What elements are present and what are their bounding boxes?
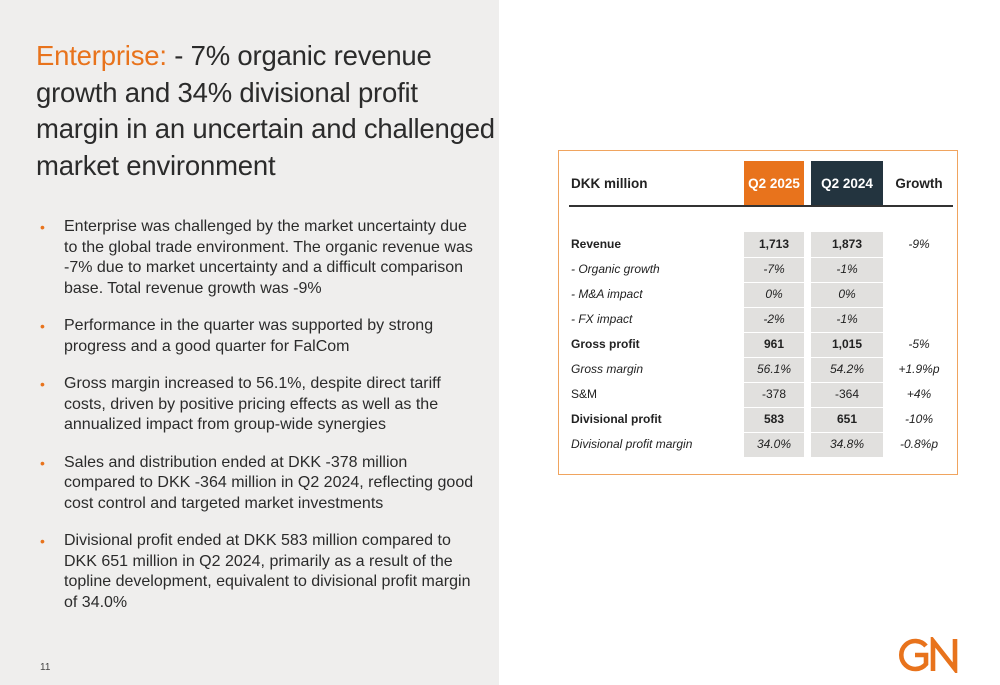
bullet-text: Performance in the quarter was supported…: [64, 317, 434, 355]
header-rule: [569, 205, 953, 207]
bullet-item: • Gross margin increased to 56.1%, despit…: [40, 374, 480, 436]
row-divider: [744, 282, 883, 283]
bullet-marker: •: [40, 318, 45, 334]
bullet-text: Sales and distribution ended at DKK -378…: [64, 453, 474, 512]
table-row: - M&A impact 0% 0%: [559, 282, 959, 307]
table-row: Divisional profit margin 34.0% 34.8% -0.…: [559, 432, 959, 457]
row-divider: [744, 382, 883, 383]
row-divider: [744, 257, 883, 258]
value-growth: [889, 282, 949, 307]
value-q2024: 0%: [838, 287, 856, 301]
table-row: Divisional profit 583 651 -10%: [559, 407, 959, 432]
row-label: Divisional profit: [571, 412, 662, 426]
header-label: DKK million: [571, 176, 648, 191]
table-row: Gross profit 961 1,015 -5%: [559, 332, 959, 357]
row-divider: [744, 332, 883, 333]
bullet-text: Gross margin increased to 56.1%, despite…: [64, 375, 441, 433]
row-divider: [744, 357, 883, 358]
title-accent: Enterprise:: [36, 40, 167, 71]
value-growth: [889, 307, 949, 332]
bullet-item: • Sales and distribution ended at DKK -37…: [40, 453, 480, 515]
row-label: - M&A impact: [571, 287, 643, 301]
gn-logo: [898, 637, 958, 673]
page-title: Enterprise: - 7% organic revenue growth …: [36, 38, 496, 184]
value-q2024: 34.8%: [829, 437, 865, 451]
row-divider: [744, 407, 883, 408]
value-q2024: -1%: [836, 262, 858, 276]
value-growth: -9%: [908, 237, 930, 251]
value-q2025: 56.1%: [756, 362, 792, 376]
financial-table: DKK million Q2 2025 Q2 2024 Growth Reven…: [558, 150, 958, 475]
column-shade-q2024: [811, 232, 883, 457]
row-divider: [744, 307, 883, 308]
value-q2025: 961: [763, 337, 785, 351]
row-label: - Organic growth: [571, 262, 660, 276]
value-q2025: -7%: [763, 262, 785, 276]
bullet-list: • Enterprise was challenged by the market…: [40, 217, 480, 630]
table-row: S&M -378 -364 +4%: [559, 382, 959, 407]
row-label: Gross profit: [571, 337, 640, 351]
header-q2025: Q2 2025: [744, 161, 804, 205]
header-growth: Growth: [895, 176, 943, 191]
bullet-text: Enterprise was challenged by the market …: [64, 218, 473, 297]
table-row: - Organic growth -7% -1%: [559, 257, 959, 282]
row-label: Gross margin: [571, 362, 644, 376]
value-growth: -10%: [904, 412, 933, 426]
bullet-item: • Enterprise was challenged by the market…: [40, 217, 480, 299]
value-q2024: -1%: [836, 312, 858, 326]
title-rest: - 7% organic revenue growth and 34% divi…: [36, 40, 495, 181]
bullet-item: • Divisional profit ended at DKK 583 mill…: [40, 531, 480, 613]
value-q2024: 1,015: [831, 337, 863, 351]
value-growth: [889, 257, 949, 282]
row-label: - FX impact: [571, 312, 633, 326]
value-growth: -5%: [908, 337, 930, 351]
bullet-marker: •: [40, 376, 45, 392]
bullet-item: • Performance in the quarter was supporte…: [40, 316, 480, 357]
page-number: 11: [40, 662, 51, 673]
value-q2024: 54.2%: [829, 362, 865, 376]
table-row: Revenue 1,713 1,873 -9%: [559, 232, 959, 257]
bullet-marker: •: [40, 454, 45, 471]
row-label: S&M: [571, 387, 598, 401]
row-label: Revenue: [571, 237, 622, 251]
value-q2025: -2%: [763, 312, 785, 326]
bullet-marker: •: [40, 219, 45, 235]
value-q2025: -378: [761, 387, 787, 401]
value-q2024: 651: [836, 412, 858, 426]
row-divider: [744, 432, 883, 433]
table-row: - FX impact -2% -1%: [559, 307, 959, 332]
bullet-marker: •: [40, 533, 45, 549]
table-row: Gross margin 56.1% 54.2% +1.9%p: [559, 357, 959, 382]
value-growth: +1.9%p: [898, 362, 940, 376]
row-label: Divisional profit margin: [571, 437, 693, 451]
value-q2025: 0%: [765, 287, 783, 301]
value-q2024: -364: [834, 387, 860, 401]
header-q2024: Q2 2024: [811, 161, 883, 205]
value-q2025: 34.0%: [756, 437, 792, 451]
value-q2025: 583: [763, 412, 785, 426]
value-q2024: 1,873: [831, 237, 863, 251]
column-shade-q2025: [744, 232, 804, 457]
left-panel: Enterprise: - 7% organic revenue growth …: [0, 0, 499, 685]
value-growth: -0.8%p: [899, 437, 939, 451]
value-growth: +4%: [906, 387, 932, 401]
value-q2025: 1,713: [758, 237, 790, 251]
bullet-text: Divisional profit ended at DKK 583 milli…: [64, 532, 471, 611]
